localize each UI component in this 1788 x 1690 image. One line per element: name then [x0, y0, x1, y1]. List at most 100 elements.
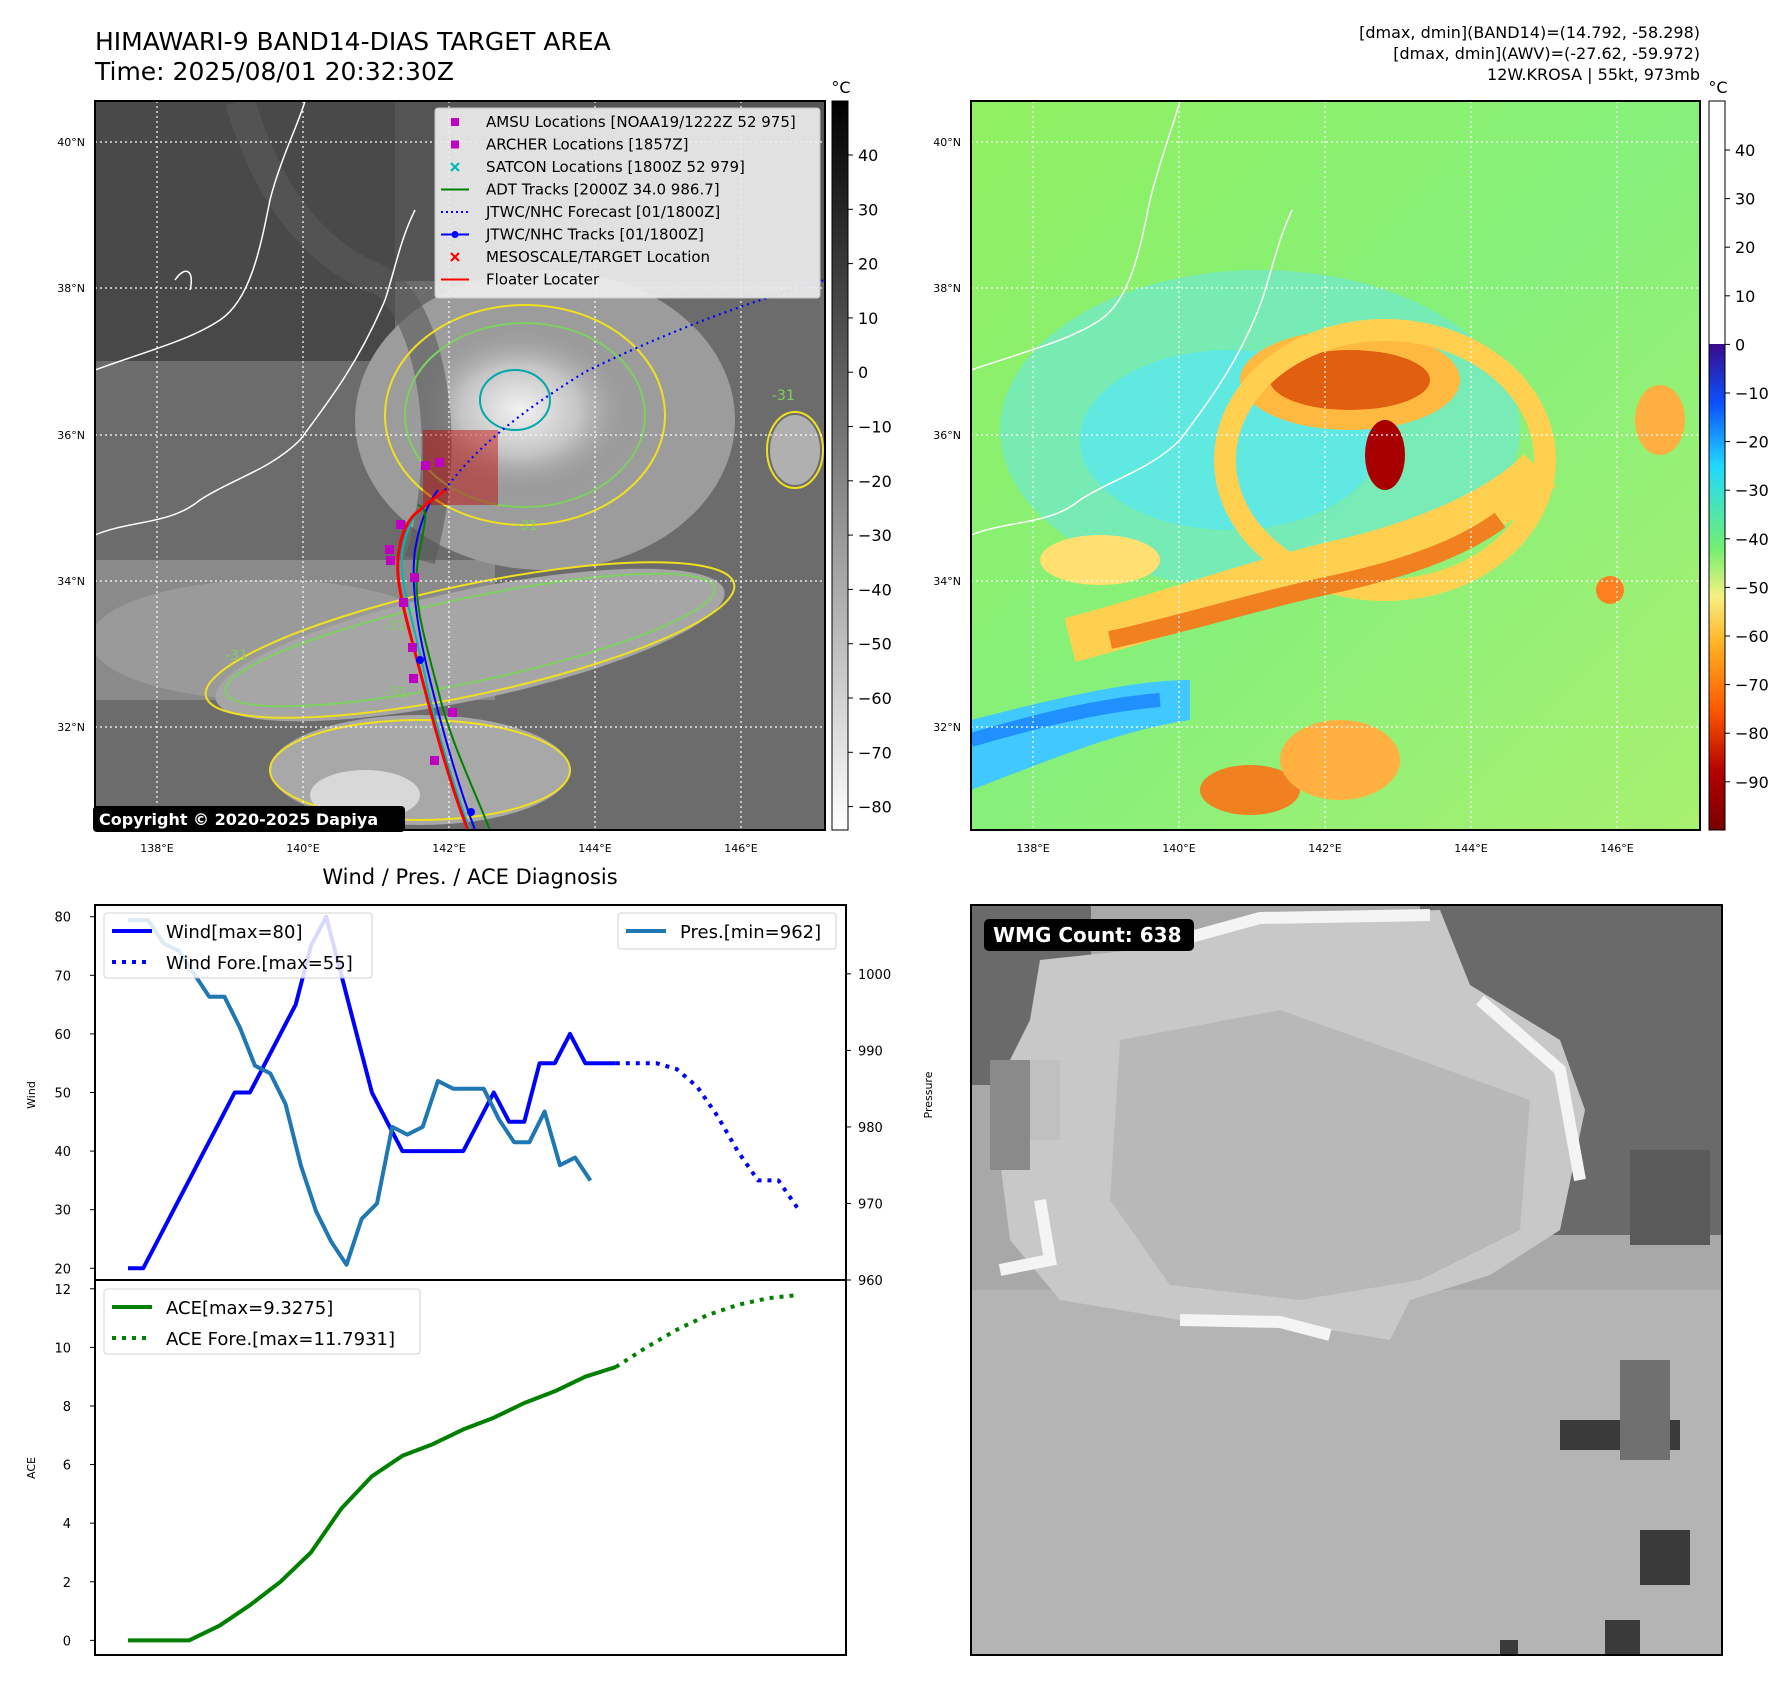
y-tick-label: 10	[54, 1341, 71, 1356]
colorbar-tick-label: −50	[1735, 578, 1769, 597]
awv-lat-labels: 40°N 38°N 36°N 34°N 32°N	[933, 136, 961, 734]
lon-label: 144°E	[578, 842, 611, 855]
wind-legend: Wind[max=80] Wind Fore.[max=55]	[103, 912, 373, 979]
pressure-axis-label: Pressure	[922, 1071, 935, 1118]
colorbar-tick-label: 10	[1735, 287, 1755, 306]
storm-info: 12W.KROSA | 55kt, 973mb	[1487, 65, 1700, 84]
wind-legend-label: Wind[max=80]	[166, 922, 303, 943]
band14-legend: AMSU Locations [NOAA19/1222Z 52 975] ARCH…	[434, 107, 821, 299]
y-tick-label: 30	[54, 1204, 71, 1219]
pressure-legend: Pres.[min=962]	[617, 912, 837, 950]
y2-tick-label: 960	[858, 1274, 883, 1289]
series-line	[128, 914, 616, 1271]
legend-marker-dot	[451, 231, 459, 238]
awv-imagery	[971, 101, 1700, 830]
colorbar-tick-label: −30	[858, 526, 892, 545]
colorbar-tick-label: −80	[858, 798, 892, 817]
lat-label: 40°N	[57, 136, 85, 149]
stats-awv: [dmax, dmin](AWV)=(-27.62, -59.972)	[1393, 44, 1700, 63]
contour-label: -31	[385, 685, 408, 701]
lon-label: 144°E	[1454, 842, 1487, 855]
lon-label: 138°E	[1016, 842, 1049, 855]
legend-label: ADT Tracks [2000Z 34.0 986.7]	[486, 181, 720, 199]
lat-label: 32°N	[57, 721, 85, 734]
y-tick-label: 20	[54, 1262, 71, 1277]
wmg-imagery	[971, 905, 1722, 1655]
colorbar-tick-label: −20	[1735, 433, 1769, 452]
y-tick-label: 50	[54, 1087, 71, 1102]
ace-forecast-legend-label: ACE Fore.[max=11.7931]	[166, 1329, 395, 1350]
ace-chart: 0 2 4 6 8 10 12 ACE ACE[max=9.3275] ACE Fore.[…	[25, 1279, 847, 1656]
band14-map: -31 -31 -31 -31 -31 AMSU Locations [NOAA…	[57, 78, 892, 855]
contour-label: -31	[383, 618, 406, 634]
y-tick-label: 8	[63, 1400, 71, 1415]
contour-label: -31	[515, 518, 538, 534]
wmg-count-box	[984, 919, 1194, 951]
colorbar-tick-label: 0	[1735, 335, 1745, 354]
lat-label: 38°N	[933, 282, 961, 295]
series-line	[128, 1365, 617, 1643]
y-tick-label: 80	[54, 911, 71, 926]
lat-label: 32°N	[933, 721, 961, 734]
colorbar-tick-label: −40	[1735, 530, 1769, 549]
legend-marker-square	[451, 118, 459, 126]
colorbar-tick-label: 10	[858, 309, 878, 328]
legend-label: JTWC/NHC Forecast [01/1800Z]	[485, 203, 720, 221]
legend-label: MESOSCALE/TARGET Location	[486, 248, 710, 266]
contour-label: -31	[225, 648, 248, 664]
lat-label: 34°N	[933, 575, 961, 588]
lat-label: 36°N	[933, 429, 961, 442]
y2-tick-label: 990	[858, 1044, 883, 1059]
colorbar-tick-label: −60	[858, 689, 892, 708]
colorbar-tick-label: −20	[858, 472, 892, 491]
lat-label: 38°N	[57, 282, 85, 295]
lon-label: 140°E	[1162, 842, 1195, 855]
colorbar-tick-label: 20	[1735, 238, 1755, 257]
band14-lon-labels: 138°E 140°E 142°E 144°E 146°E	[140, 842, 757, 855]
legend-marker-x	[450, 252, 460, 262]
y-tick-label: 12	[54, 1283, 71, 1298]
colorbar-tick-label: −80	[1735, 724, 1769, 743]
colorbar-unit: °C	[1708, 78, 1727, 97]
awv-lon-labels: 138°E 140°E 142°E 144°E 146°E	[1016, 842, 1633, 855]
colorbar-tick-label: −70	[1735, 676, 1769, 695]
diagnosis-title: Wind / Pres. / ACE Diagnosis	[322, 865, 617, 889]
y-tick-label: 60	[54, 1028, 71, 1043]
colorbar-tick-label: 40	[1735, 141, 1755, 160]
ace-legend: ACE[max=9.3275] ACE Fore.[max=11.7931]	[103, 1288, 421, 1355]
stats-band14: [dmax, dmin](BAND14)=(14.792, -58.298)	[1359, 23, 1700, 42]
legend-label: JTWC/NHC Tracks [01/1800Z]	[485, 226, 704, 244]
lon-label: 142°E	[432, 842, 465, 855]
legend-label: Floater Locater	[486, 271, 600, 289]
colorbar-tick-label: −90	[1735, 773, 1769, 792]
figure-time: Time: 2025/08/01 20:32:30Z	[94, 57, 454, 86]
wind-axis-label: Wind	[25, 1081, 38, 1109]
figure-title: HIMAWARI-9 BAND14-DIAS TARGET AREA	[95, 27, 611, 56]
lon-label: 146°E	[724, 842, 757, 855]
lat-label: 40°N	[933, 136, 961, 149]
awv-map: 40°N 38°N 36°N 34°N 32°N 138°E 140°E 142…	[933, 78, 1769, 855]
copyright-text: Copyright © 2020-2025 Dapiya	[99, 810, 378, 829]
y2-tick-label: 1000	[858, 968, 891, 983]
lon-label: 138°E	[140, 842, 173, 855]
series-line	[615, 1061, 801, 1211]
lon-label: 142°E	[1308, 842, 1341, 855]
y-tick-label: 40	[54, 1145, 71, 1160]
lon-label: 146°E	[1600, 842, 1633, 855]
colorbar-tick-label: −40	[858, 580, 892, 599]
y-tick-label: 0	[63, 1634, 71, 1649]
band14-lat-labels: 40°N 38°N 36°N 34°N 32°N	[57, 136, 85, 734]
y-tick-label: 70	[54, 969, 71, 984]
colorbar-tick-label: 0	[858, 363, 868, 382]
legend-label: ARCHER Locations [1857Z]	[486, 136, 689, 154]
colorbar-tick-label: −30	[1735, 481, 1769, 500]
legend-marker-square	[451, 140, 459, 149]
colorbar-tick-label: −50	[858, 635, 892, 654]
wind-forecast-legend-label: Wind Fore.[max=55]	[166, 953, 353, 974]
legend-label: AMSU Locations [NOAA19/1222Z 52 975]	[486, 113, 796, 131]
y2-tick-label: 970	[858, 1197, 883, 1212]
y-tick-label: 6	[63, 1459, 71, 1474]
lat-label: 36°N	[57, 429, 85, 442]
colorbar-tick-label: 30	[858, 200, 878, 219]
